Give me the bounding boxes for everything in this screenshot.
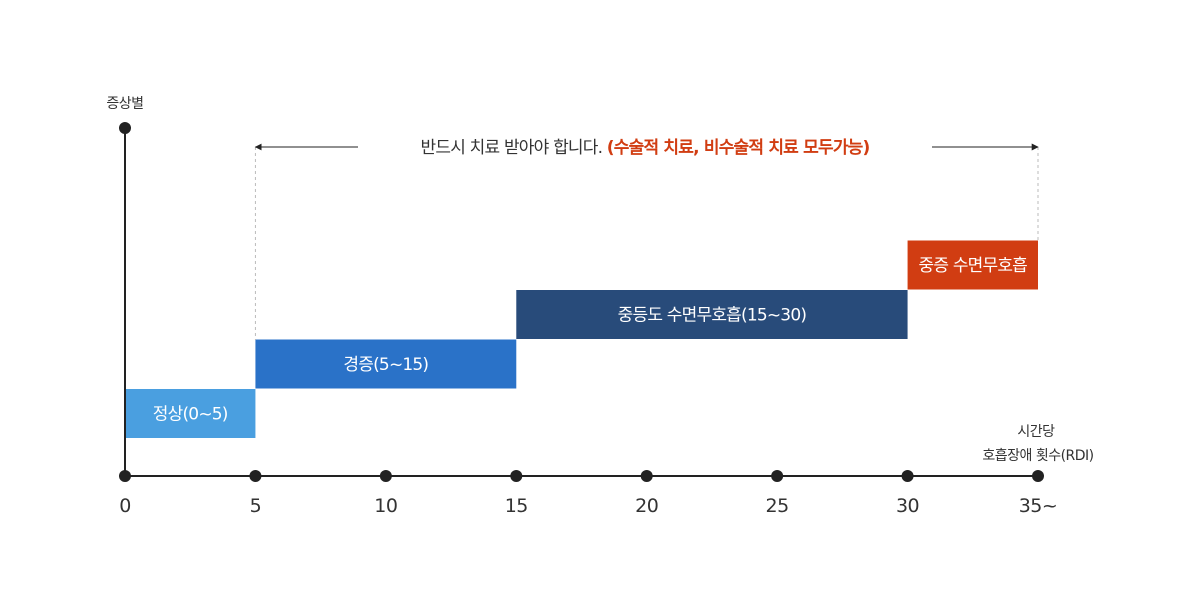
x-tick-dot: [510, 470, 523, 482]
stage-bar: [255, 339, 517, 389]
treatment-annotation: 반드시 치료 받아야 합니다. (수술적 치료, 비수술적 치료 모두가능): [254, 138, 1039, 158]
x-tick-dot: [1032, 470, 1044, 482]
x-tick-label: 25: [766, 495, 789, 517]
x-tick-label: 15: [505, 495, 528, 517]
stage-bar: [516, 290, 908, 339]
y-axis-end-dot: [119, 122, 131, 134]
x-axis-ticks: 0 5 10 15 20 25 30 35~: [119, 470, 1058, 517]
stage-label: 경증(5~15): [343, 355, 428, 375]
x-tick-dot: [379, 470, 392, 482]
stage-bar: [907, 240, 1038, 290]
x-tick-label: 10: [374, 495, 397, 517]
x-tick-dot: [249, 470, 262, 482]
stage-label: 중증 수면무호흡: [919, 256, 1028, 276]
stage-bar: [125, 389, 256, 438]
annotation-text: 반드시 치료 받아야 합니다. (수술적 치료, 비수술적 치료 모두가능): [421, 138, 870, 158]
x-tick-dot: [119, 470, 131, 482]
y-axis-label: 증상별: [106, 96, 143, 112]
x-tick-label: 20: [635, 495, 658, 517]
x-tick-label: 30: [896, 495, 919, 517]
x-tick-label: 0: [119, 495, 131, 517]
x-tick-label: 35~: [1019, 495, 1058, 517]
stage-label: 정상(0~5): [153, 405, 228, 425]
annotation-guides: [254, 147, 1039, 340]
x-axis-label-line-2: 호흡장애 횟수(RDI): [982, 448, 1093, 464]
x-tick-dot: [640, 470, 653, 482]
annotation-main-text: 반드시 치료 받아야 합니다.: [421, 138, 607, 158]
x-tick-label: 5: [250, 495, 262, 517]
x-axis-label-line-1: 시간당: [1017, 424, 1055, 440]
stage-bars: 정상(0~5) 경증(5~15) 중등도 수면무호흡(15~30) 중증 수면무호흡: [125, 240, 1038, 438]
x-tick-dot: [771, 470, 784, 482]
annotation-highlight-text: (수술적 치료, 비수술적 치료 모두가능): [607, 138, 870, 158]
x-tick-dot: [901, 470, 914, 482]
stage-label: 중등도 수면무호흡(15~30): [618, 306, 807, 326]
